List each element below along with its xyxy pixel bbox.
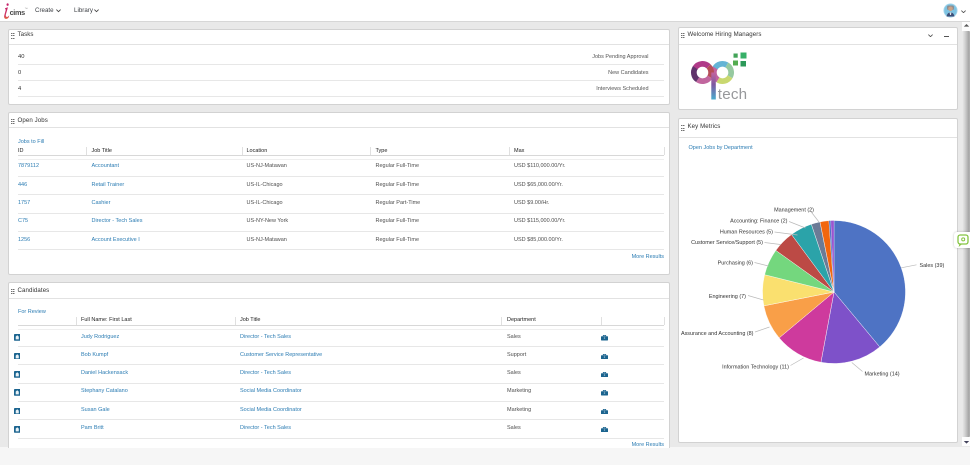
svg-text:cims: cims bbox=[10, 8, 26, 17]
svg-text:™: ™ bbox=[25, 7, 28, 11]
svg-text:tech: tech bbox=[718, 86, 748, 103]
